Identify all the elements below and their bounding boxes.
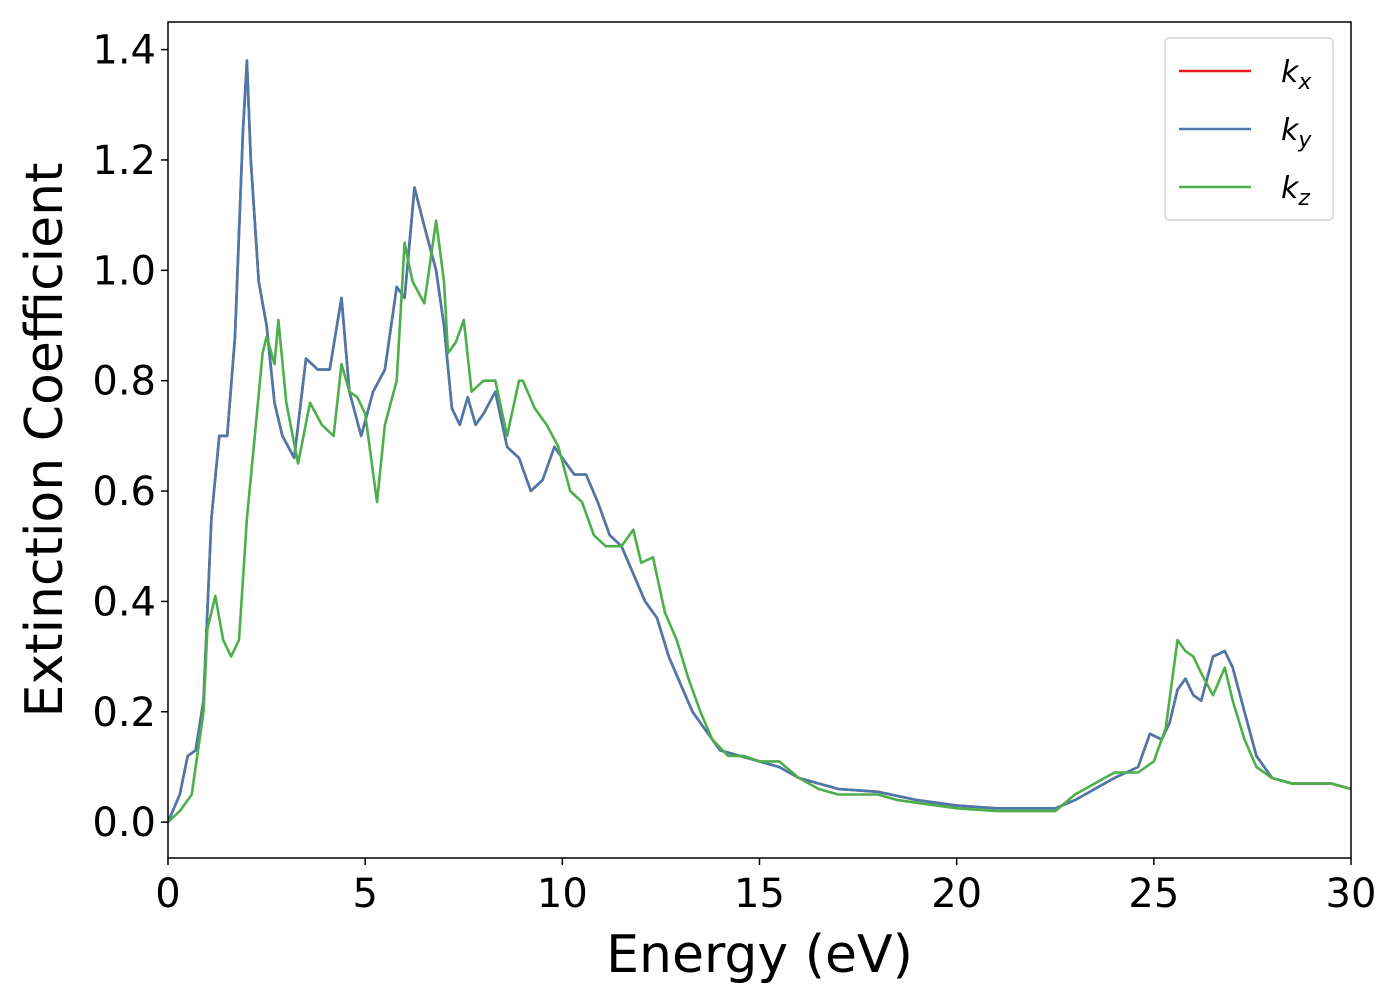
y-axis-ticks: 0.0 0.2 0.4 0.6 0.8 1.0 1.2 1.4	[92, 28, 168, 846]
y-tick-label: 0.4	[92, 579, 156, 625]
x-tick-label: 10	[537, 871, 588, 917]
series-line-k_z	[168, 219, 1351, 824]
x-axis-ticks: 0 5 10 15 20 25 30	[155, 858, 1376, 917]
legend-label: kx	[1281, 55, 1312, 95]
legend: kx ky kz	[1164, 37, 1334, 221]
x-tick-label: 5	[352, 871, 377, 917]
series-layer	[168, 59, 1351, 824]
y-tick-label: 1.4	[92, 28, 156, 74]
x-tick-label: 20	[931, 871, 982, 917]
y-tick-label: 1.2	[92, 138, 156, 184]
legend-label: ky	[1281, 113, 1312, 153]
y-axis-title: Extinction Coefficient	[15, 163, 75, 718]
legend-label: kz	[1281, 171, 1310, 211]
x-tick-label: 30	[1326, 871, 1377, 917]
y-tick-label: 0.2	[92, 690, 156, 736]
y-tick-label: 1.0	[92, 248, 156, 294]
y-tick-label: 0.0	[92, 800, 156, 846]
y-tick-label: 0.6	[92, 469, 156, 515]
y-tick-label: 0.8	[92, 359, 156, 405]
x-tick-label: 15	[734, 871, 785, 917]
x-tick-label: 25	[1128, 871, 1179, 917]
x-tick-label: 0	[155, 871, 180, 917]
x-axis-title: Energy (eV)	[606, 925, 913, 985]
